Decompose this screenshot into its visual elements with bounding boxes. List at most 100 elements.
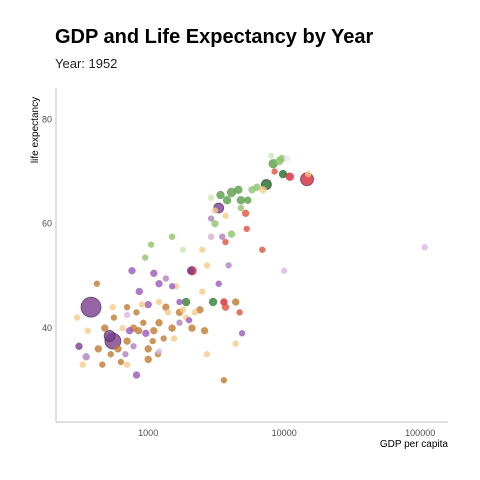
data-point [236, 195, 246, 205]
data-point [93, 280, 101, 287]
data-point [259, 186, 267, 194]
data-point [231, 298, 240, 306]
data-point [176, 319, 183, 326]
data-point [215, 280, 222, 287]
data-point [421, 243, 428, 251]
data-point [211, 207, 219, 214]
x-tick-label: 1000 [138, 428, 158, 438]
data-point [218, 233, 226, 240]
x-axis-title: GDP per capita [380, 439, 449, 450]
data-point [114, 345, 122, 353]
data-point [236, 309, 243, 316]
y-tick-label: 60 [42, 219, 52, 229]
data-point [122, 351, 129, 358]
data-point [142, 329, 150, 337]
data-point [179, 246, 187, 254]
data-point [147, 241, 155, 248]
data-point [168, 324, 176, 332]
data-point [222, 238, 229, 246]
data-point [253, 183, 261, 191]
data-point [188, 324, 196, 332]
data-point [150, 269, 158, 277]
data-point [160, 335, 167, 342]
data-point [155, 319, 163, 327]
data-point [207, 233, 215, 240]
data-point [243, 225, 250, 233]
chart-title: GDP and Life Expectancy by Year [55, 26, 374, 48]
y-tick-labels: 40 60 80 [42, 114, 52, 333]
x-tick-labels: 1000 10000 100000 [138, 428, 435, 438]
data-point [80, 296, 102, 318]
data-point [271, 168, 278, 175]
x-tick-label: 100000 [405, 428, 435, 438]
data-point [128, 267, 136, 275]
data-point [199, 288, 206, 295]
data-point [73, 314, 81, 321]
data-point [203, 262, 211, 269]
data-point [200, 327, 209, 335]
data-point [138, 301, 146, 308]
data-point [117, 358, 125, 366]
data-point [220, 377, 228, 384]
data-point [79, 361, 86, 368]
data-point [123, 337, 131, 345]
data-point [155, 348, 163, 355]
data-point [203, 351, 211, 358]
data-point [109, 304, 117, 311]
data-point [191, 309, 199, 316]
data-point [222, 212, 229, 220]
data-point [133, 309, 140, 316]
data-point [181, 297, 191, 307]
data-point [216, 190, 225, 200]
data-point [168, 283, 176, 290]
data-point [119, 324, 126, 332]
data-point [101, 324, 109, 332]
data-point [281, 267, 288, 274]
data-point [155, 280, 163, 288]
chart-subtitle: Year: 1952 [55, 56, 118, 71]
data-point [225, 262, 232, 269]
data-point [149, 337, 156, 345]
data-point [241, 209, 250, 218]
data-point [141, 254, 149, 261]
data-point [107, 351, 114, 358]
data-point [123, 304, 131, 311]
y-tick-label: 80 [42, 114, 52, 124]
data-point [259, 246, 266, 254]
y-tick-label: 40 [42, 323, 52, 333]
data-point [164, 309, 172, 316]
data-point [134, 327, 143, 335]
data-point [135, 287, 144, 296]
data-point [208, 297, 218, 307]
data-point [186, 267, 195, 275]
data-point [207, 215, 215, 222]
data-point [155, 298, 163, 306]
data-point [232, 340, 239, 347]
data-point [305, 170, 312, 178]
data-point [84, 327, 92, 334]
data-point [125, 327, 134, 335]
data-point [94, 345, 103, 353]
data-point [199, 246, 206, 254]
data-point [75, 342, 83, 350]
data-point [221, 303, 230, 311]
data-point [82, 353, 90, 361]
data-point [211, 219, 219, 228]
data-point [123, 361, 131, 368]
data-point [234, 185, 243, 195]
data-point [222, 195, 232, 205]
data-point [110, 314, 118, 321]
y-axis-title: life expectancy [30, 97, 41, 163]
data-point [179, 306, 187, 313]
data-point [267, 152, 275, 160]
data-point [140, 319, 147, 326]
data-point [132, 371, 141, 379]
data-point [207, 194, 215, 201]
x-tick-label: 10000 [272, 428, 297, 438]
data-point [144, 345, 152, 353]
points-layer [73, 152, 428, 384]
data-point [185, 317, 193, 324]
data-point [162, 275, 170, 282]
